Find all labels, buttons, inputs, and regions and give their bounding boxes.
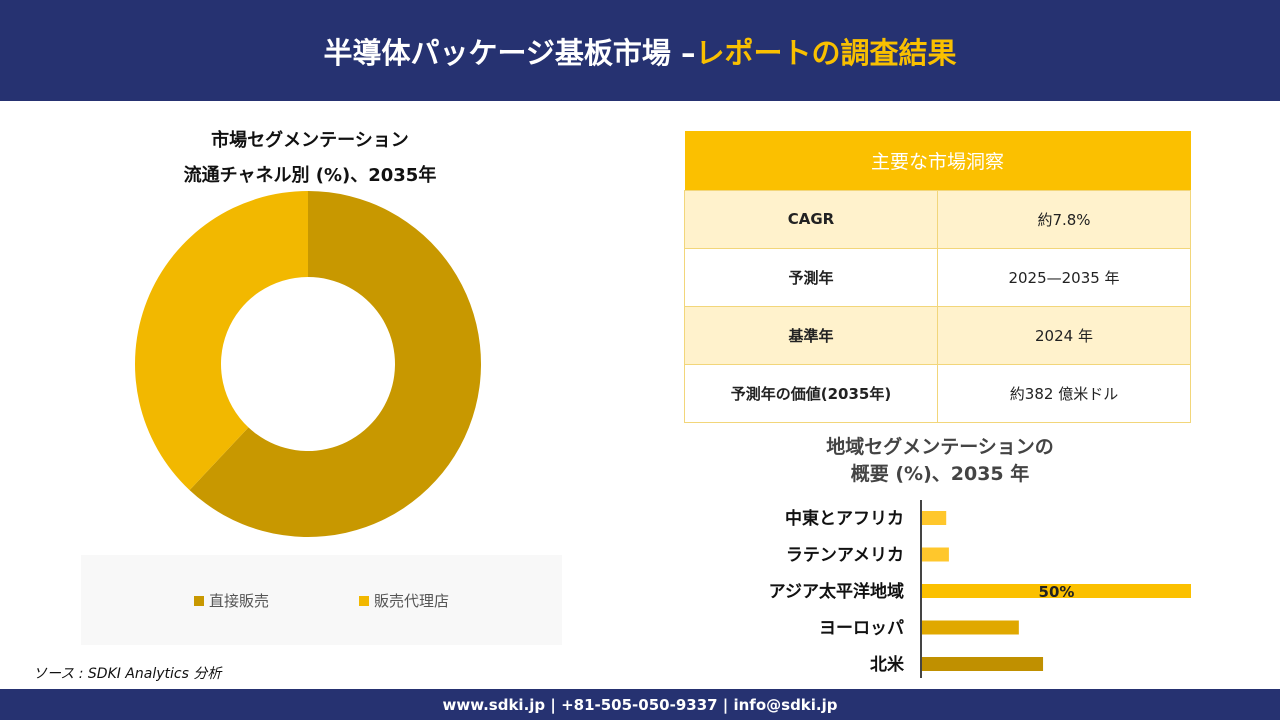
legend-swatch — [193, 595, 204, 606]
bar-title-line2: 概要 (%)、2035 年 — [850, 463, 1030, 485]
row-key: CAGR — [684, 189, 938, 249]
legend-item-1: 販売代理店 — [359, 590, 449, 611]
table-row: 予測年 2025—2035 年 — [684, 247, 1191, 307]
source-note: ソース : SDKI Analytics 分析 — [33, 666, 222, 682]
row-value: 2025—2035 年 — [937, 247, 1191, 307]
bar-0 — [922, 511, 947, 525]
footer-contact: www.sdki.jp | +81-505-050-9337 | info@sd… — [0, 689, 1280, 720]
bar-category-label: 北米 — [870, 654, 905, 675]
row-key: 予測年 — [684, 247, 938, 307]
row-value: 約382 億米ドル — [937, 363, 1191, 423]
bar-category-label: ヨーロッパ — [819, 619, 904, 639]
title-main: 半導体パッケージ基板市場 – — [323, 35, 696, 70]
legend-label: 販売代理店 — [374, 591, 450, 610]
donut-chart — [135, 191, 482, 537]
bar-category-label: 中東とアフリカ — [785, 508, 904, 529]
insights-heading: 主要な市場洞察 — [684, 131, 1191, 190]
bar-category-label: アジア太平洋地域 — [769, 581, 904, 602]
bar-title-line1: 地域セグメンテーションの — [826, 436, 1054, 458]
insights-table: 主要な市場洞察 CAGR 約7.8% 予測年 2025—2035 年 基準年 2024… — [684, 131, 1191, 423]
table-row: 予測年の価値(2035年) 約382 億米ドル — [684, 363, 1191, 423]
bar-data-label: 50% — [1039, 583, 1075, 601]
row-key: 予測年の価値(2035年) — [684, 363, 938, 423]
row-value: 2024 年 — [937, 305, 1191, 365]
title-accent: レポートの調査結果 — [695, 35, 957, 70]
bar-3 — [922, 620, 1019, 635]
legend-item-0: 直接販売 — [193, 590, 269, 611]
header: 半導体パッケージ基板市場 – レポートの調査結果 — [0, 0, 1280, 101]
bar-category-label: ラテンアメリカ — [786, 546, 904, 566]
bar-title: 地域セグメンテーションの 概要 (%)、2035 年 — [760, 434, 1120, 488]
donut-slice-1 — [135, 191, 308, 491]
table-row: 基準年 2024 年 — [684, 305, 1191, 365]
donut-title-line1: 市場セグメンテーション — [211, 130, 409, 151]
bar-1 — [922, 547, 949, 562]
donut-title-line2: 流通チャネル別 (%)、2035年 — [183, 165, 437, 186]
legend-label: 直接販売 — [208, 591, 269, 610]
donut-slice-0 — [189, 191, 482, 537]
row-value: 約7.8% — [937, 189, 1191, 249]
bar-4 — [922, 657, 1044, 671]
legend-swatch — [359, 595, 369, 606]
row-key: 基準年 — [684, 305, 938, 365]
table-row: CAGR 約7.8% — [684, 189, 1191, 249]
bar-2 — [922, 584, 1191, 598]
donut-legend: 直接販売 販売代理店 — [81, 555, 562, 645]
